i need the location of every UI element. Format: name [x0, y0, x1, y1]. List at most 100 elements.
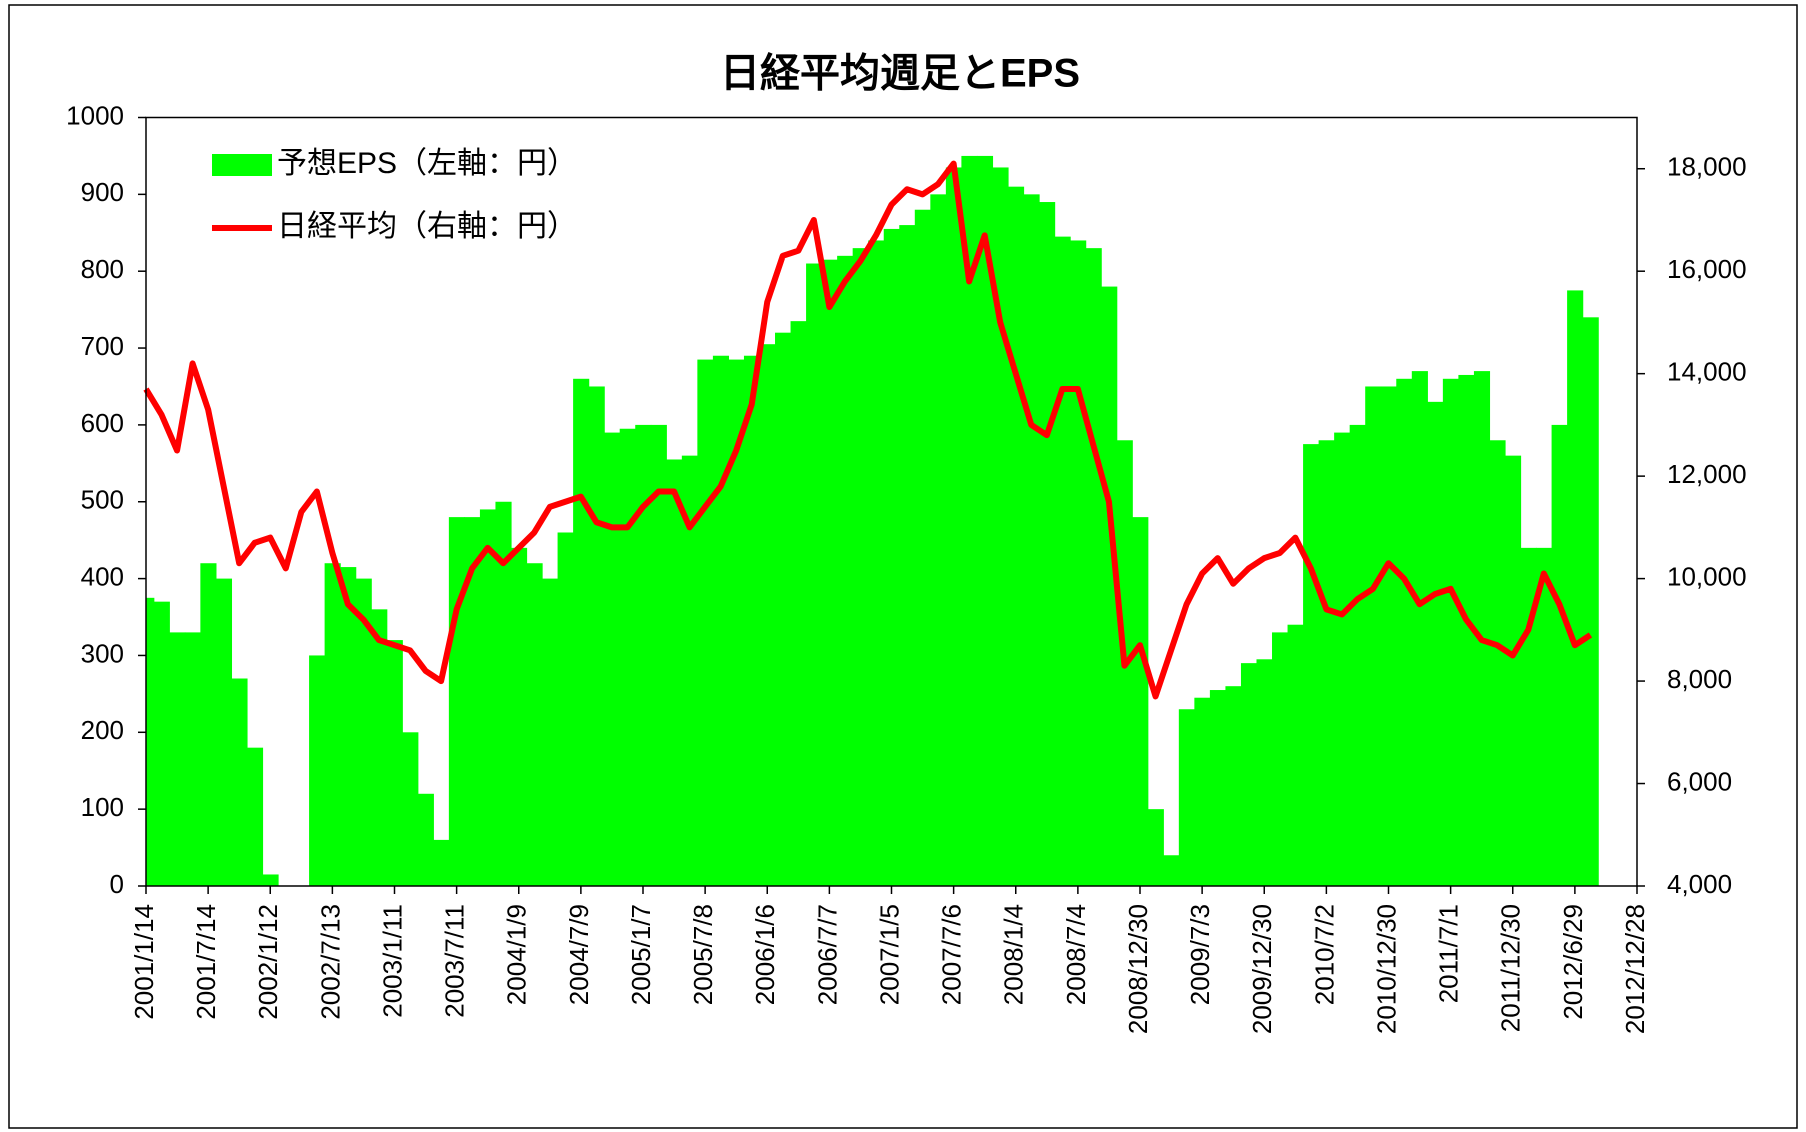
x-tick-label: 2011/12/30 — [1496, 904, 1526, 1032]
bar — [402, 732, 419, 886]
x-tick-label: 2007/7/6 — [937, 904, 967, 1005]
x-tick-label: 2001/7/14 — [191, 904, 221, 1020]
bar — [883, 228, 900, 886]
bar — [852, 248, 869, 886]
bar — [542, 578, 559, 886]
y2-tick-label: 8,000 — [1667, 664, 1732, 694]
x-tick-label: 2002/1/12 — [253, 904, 283, 1020]
bar — [1256, 659, 1273, 886]
bar — [448, 517, 465, 886]
bar — [681, 455, 698, 886]
bar-layer — [146, 155, 1599, 886]
y2-tick-label: 4,000 — [1667, 869, 1732, 899]
x-tick-label: 2001/1/14 — [129, 904, 159, 1020]
bar — [1132, 517, 1149, 886]
bar — [1442, 378, 1459, 886]
y-tick-label: 900 — [81, 177, 124, 207]
bar — [526, 563, 543, 886]
y2-tick-label: 16,000 — [1667, 254, 1747, 284]
chart-title: 日経平均週足とEPS — [720, 52, 1080, 96]
x-tick-label: 2009/7/3 — [1185, 904, 1215, 1005]
bar — [945, 167, 962, 886]
y-tick-label: 1000 — [66, 100, 124, 130]
bar — [961, 155, 978, 886]
bar — [1473, 371, 1491, 886]
x-tick-label: 2008/1/4 — [999, 904, 1029, 1005]
x-tick-label: 2002/7/13 — [315, 904, 345, 1020]
y-tick-label: 800 — [81, 254, 124, 284]
bar — [1582, 317, 1599, 886]
line — [143, 160, 1593, 700]
bar — [417, 793, 434, 886]
legend-swatch — [212, 154, 272, 176]
bar — [464, 517, 481, 886]
x-tick-label: 2012/12/28 — [1620, 904, 1650, 1034]
bar — [790, 321, 807, 886]
bar — [619, 428, 636, 886]
bar — [1396, 378, 1413, 886]
bar — [837, 255, 854, 886]
bar — [557, 532, 574, 886]
x-tick-label: 2005/1/7 — [626, 904, 656, 1005]
bar — [992, 167, 1009, 886]
x-tick-label: 2003/7/11 — [440, 904, 470, 1018]
bar — [806, 263, 823, 886]
bar — [146, 597, 155, 886]
x-tick-label: 2004/7/9 — [564, 904, 594, 1005]
bar — [1489, 440, 1506, 886]
bar — [1303, 444, 1320, 886]
bar — [1147, 809, 1164, 886]
bar — [1209, 690, 1227, 886]
bar — [340, 567, 357, 886]
bar — [1551, 424, 1568, 886]
bar — [666, 459, 683, 886]
bar — [1085, 248, 1102, 886]
bar — [1365, 386, 1382, 886]
x-tick-label: 2011/7/1 — [1434, 904, 1464, 1003]
x-tick-label: 2008/12/30 — [1123, 904, 1153, 1034]
bar — [1458, 374, 1475, 886]
bar — [1101, 286, 1118, 886]
bar — [1194, 697, 1211, 886]
bar — [231, 678, 248, 886]
x-tick-label: 2008/7/4 — [1061, 904, 1091, 1005]
bar — [184, 632, 201, 886]
bar — [1240, 663, 1258, 886]
bar — [1272, 632, 1289, 886]
y2-tick-label: 18,000 — [1667, 152, 1747, 182]
line-layer — [143, 160, 1593, 700]
bar — [1334, 432, 1351, 886]
y2-tick-label: 10,000 — [1667, 561, 1747, 591]
bar — [759, 344, 776, 886]
y-tick-label: 0 — [110, 869, 124, 899]
bar — [1023, 194, 1040, 886]
bar — [386, 640, 403, 886]
bar — [868, 240, 885, 886]
bar — [495, 501, 512, 886]
bar — [573, 378, 590, 886]
x-tick-label: 2006/1/6 — [750, 904, 780, 1005]
bar — [433, 839, 450, 886]
bar — [1536, 547, 1553, 886]
bar — [1380, 386, 1397, 886]
y-tick-label: 500 — [81, 485, 124, 515]
x-tick-label: 2003/1/11 — [377, 904, 407, 1018]
bar — [1411, 371, 1428, 886]
y-tick-label: 300 — [81, 638, 124, 668]
bar — [588, 386, 605, 886]
bar — [1287, 624, 1304, 886]
bar — [215, 578, 233, 886]
bar — [355, 578, 372, 886]
bar — [1318, 440, 1335, 886]
x-tick-label: 2010/7/2 — [1309, 904, 1339, 1005]
legend-label: 日経平均（右軸：円） — [277, 210, 577, 243]
x-tick-label: 2006/7/7 — [812, 904, 842, 1005]
x-tick-label: 2010/12/30 — [1371, 904, 1401, 1034]
bar — [712, 355, 730, 886]
bar — [510, 547, 528, 886]
x-tick-label: 2004/1/9 — [502, 904, 532, 1005]
bar — [728, 359, 745, 886]
x-tick-label: 2007/1/5 — [874, 904, 904, 1005]
bar — [169, 632, 186, 886]
